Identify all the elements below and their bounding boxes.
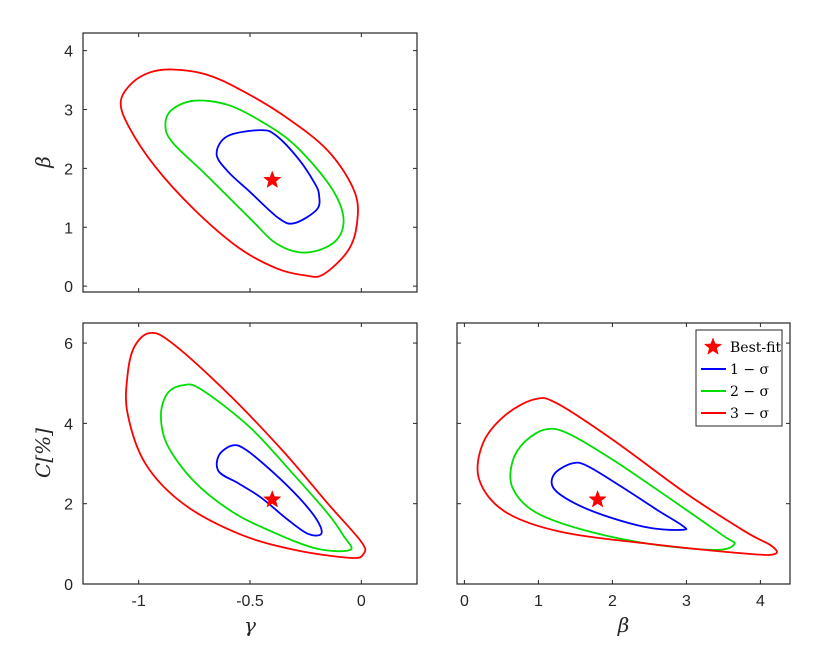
x-tick-label: 1 — [534, 593, 543, 610]
x-tick-label: 0 — [357, 593, 366, 610]
panel-gamma-beta: 0 1 2 3 4 β — [31, 32, 418, 296]
panel-gamma-c: -1 -0.5 0 0 2 4 6 γ C[%] — [31, 322, 418, 637]
legend-label: 3 − σ — [730, 406, 770, 422]
contour-1-sigma — [550, 461, 688, 531]
legend-label: 2 − σ — [730, 384, 770, 400]
contour-2-sigma — [164, 99, 345, 254]
contour-3-sigma — [476, 397, 778, 556]
y-tick-label: 6 — [64, 336, 73, 353]
axes-frame — [456, 322, 791, 585]
x-tick-label: -0.5 — [236, 593, 264, 610]
x-tick-label: 0 — [460, 593, 469, 610]
legend-star-marker — [703, 337, 723, 355]
y-axis-label: β — [31, 156, 55, 169]
y-tick-label: 4 — [64, 416, 73, 433]
legend-label: 1 − σ — [730, 362, 770, 378]
contour-1-sigma — [215, 444, 323, 537]
y-tick-label: 1 — [64, 220, 73, 237]
legend-label: Best-fit — [730, 340, 781, 356]
x-tick-label: 2 — [608, 593, 617, 610]
y-tick-label: 2 — [64, 161, 73, 178]
legend: Best-fit 1 − σ 2 − σ 3 − σ — [695, 329, 783, 427]
x-axis-label: γ — [244, 613, 256, 637]
y-tick-label: 4 — [64, 44, 73, 61]
y-tick-label: 0 — [64, 279, 73, 296]
y-axis-label: C[%] — [31, 428, 55, 478]
contour-1-sigma — [215, 129, 321, 225]
y-tick-label: 0 — [64, 577, 73, 594]
best-fit-star — [263, 170, 282, 189]
panel-beta-c: 0 1 2 3 4 β — [456, 322, 791, 637]
x-axis-label: β — [617, 613, 630, 637]
y-tick-label: 2 — [64, 497, 73, 514]
contour-3-sigma — [125, 331, 367, 559]
axes-frame — [82, 32, 418, 293]
x-tick-label: -1 — [132, 593, 146, 610]
best-fit-star — [263, 489, 282, 508]
y-tick-label: 3 — [64, 103, 73, 120]
contour-2-sigma — [160, 383, 353, 553]
x-tick-label: 4 — [756, 593, 765, 610]
best-fit-star — [588, 489, 607, 508]
contour-3-sigma — [119, 68, 359, 278]
x-tick-label: 3 — [682, 593, 691, 610]
